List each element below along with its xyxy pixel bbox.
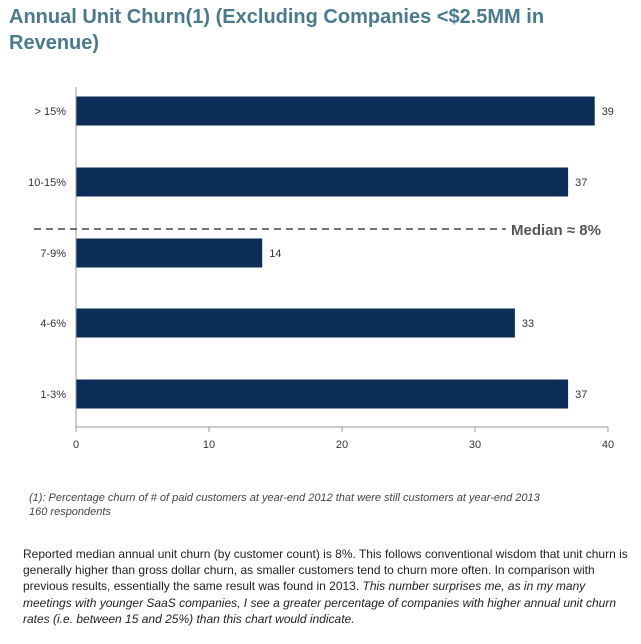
footnote-definition: (1): Percentage churn of # of paid custo… <box>29 492 540 504</box>
commentary-paragraph: Reported median annual unit churn (by cu… <box>23 546 635 627</box>
x-tick-label: 20 <box>336 439 348 451</box>
bar-value-label: 37 <box>575 389 587 401</box>
x-tick-label: 0 <box>73 439 79 451</box>
bar-value-label: 33 <box>522 318 534 330</box>
commentary-text: Reported median annual unit churn (by cu… <box>23 547 628 594</box>
x-axis: 0 10 20 30 40 <box>73 87 614 451</box>
chart-title: Annual Unit Churn(1) (Excluding Companie… <box>9 6 545 54</box>
x-tick-label: 30 <box>469 439 481 451</box>
x-tick-label: 40 <box>602 439 614 451</box>
median-label: Median ≈ 8% <box>511 222 601 239</box>
bar-chart: 39 > 15% 37 10-15% 14 7-9% 33 4-6% 37 1-3% 0 10 20 3… <box>28 87 614 451</box>
bar-value-label: 14 <box>269 248 281 260</box>
bars-layer: 39 > 15% 37 10-15% 14 7-9% 33 4-6% 37 1-3% <box>28 96 614 409</box>
bar <box>76 238 263 268</box>
footnote-respondents: 160 respondents <box>29 506 111 518</box>
median-line-group: Median ≈ 8% <box>34 222 601 239</box>
category-label: 1-3% <box>40 389 66 401</box>
category-label: > 15% <box>35 106 67 118</box>
category-label: 10-15% <box>28 177 66 189</box>
bar <box>76 379 569 409</box>
category-label: 7-9% <box>40 248 66 260</box>
bar <box>76 308 515 338</box>
footnote: (1): Percentage churn of # of paid custo… <box>29 491 619 519</box>
bar-value-label: 39 <box>602 106 614 118</box>
bar-value-label: 37 <box>575 177 587 189</box>
x-tick-label: 10 <box>203 439 215 451</box>
bar <box>76 96 595 126</box>
category-label: 4-6% <box>40 318 66 330</box>
commentary-italic-text: This number surprises me, as in my many … <box>23 579 617 626</box>
bar <box>76 167 569 197</box>
